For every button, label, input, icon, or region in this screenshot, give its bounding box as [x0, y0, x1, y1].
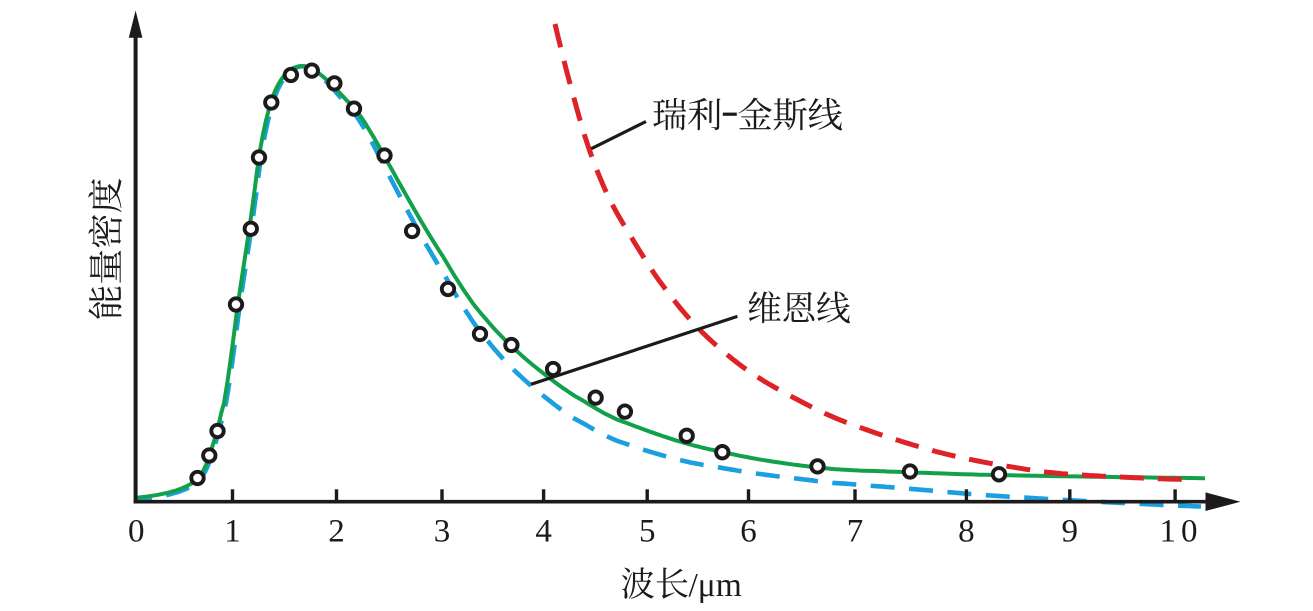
svg-text:6: 6 [740, 514, 757, 550]
svg-text:1: 1 [224, 514, 241, 550]
svg-text:8: 8 [958, 514, 975, 550]
svg-text:9: 9 [1062, 514, 1079, 550]
svg-text:/μm: /μm [689, 567, 742, 604]
svg-text:3: 3 [434, 514, 451, 550]
svg-text:5: 5 [639, 514, 656, 550]
svg-text:4: 4 [535, 514, 552, 550]
svg-text:10: 10 [1160, 514, 1203, 550]
svg-text:7: 7 [847, 514, 864, 550]
svg-text:2: 2 [328, 514, 345, 550]
svg-text:0: 0 [128, 514, 145, 550]
